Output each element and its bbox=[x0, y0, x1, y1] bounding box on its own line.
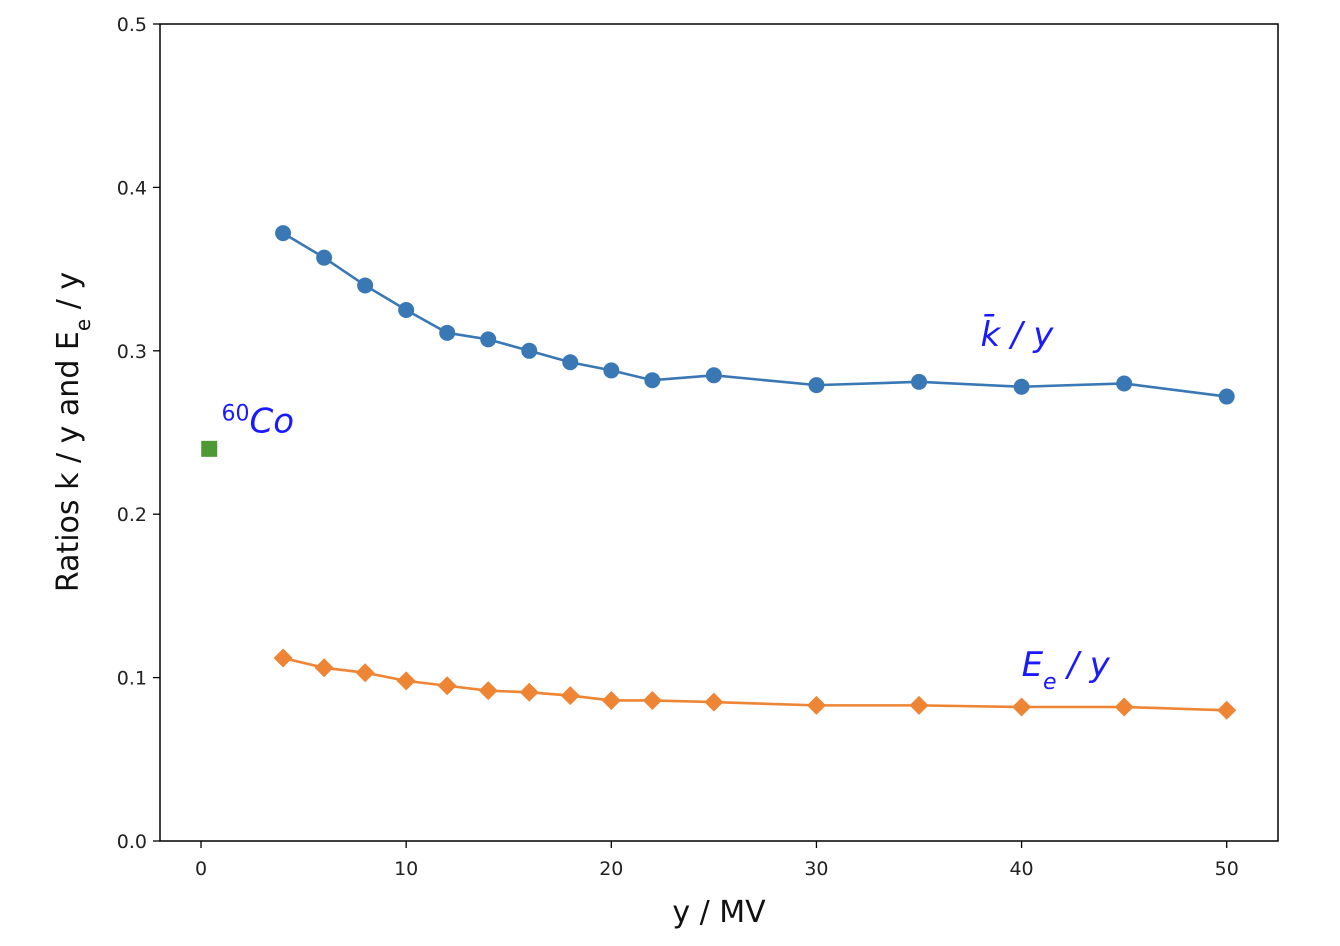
y-tick-label: 0.0 bbox=[117, 831, 147, 853]
x-tick-label: 20 bbox=[599, 858, 623, 880]
x-tick-label: 40 bbox=[1009, 858, 1033, 880]
x-tick-label: 30 bbox=[804, 858, 828, 880]
y-tick-label: 0.3 bbox=[117, 341, 147, 363]
series-layer bbox=[201, 225, 1237, 720]
series-2-point bbox=[201, 440, 218, 457]
series-1-point bbox=[355, 663, 375, 683]
series-1-point bbox=[396, 671, 416, 691]
x-axis-title: y / MV bbox=[672, 895, 766, 930]
x-tick-label: 50 bbox=[1215, 858, 1239, 880]
series-0-point bbox=[1116, 375, 1133, 392]
y-axis: 0.0 0.1 0.2 0.3 0.4 0.5 bbox=[117, 14, 160, 853]
series-0-line bbox=[282, 232, 1227, 398]
x-tick-label: 10 bbox=[394, 858, 418, 880]
series-1-point bbox=[601, 690, 621, 710]
y-tick-label: 0.2 bbox=[117, 504, 147, 526]
series-0-point bbox=[808, 377, 825, 394]
annotation-label-0: k̄ / y bbox=[981, 314, 1055, 355]
y-tick-label: 0.4 bbox=[117, 177, 147, 199]
series-1-point bbox=[560, 686, 580, 706]
x-axis: 0 10 20 30 40 50 bbox=[195, 841, 1239, 880]
series-0-point bbox=[357, 277, 374, 294]
x-tick-label: 0 bbox=[195, 858, 207, 880]
y-axis-title: Ratios k / y and Ee / y bbox=[51, 272, 95, 592]
series-0-point bbox=[603, 362, 620, 379]
annotation-label-1: Ee / y bbox=[1022, 645, 1111, 695]
series-1-point bbox=[519, 682, 539, 702]
series-0-point bbox=[644, 372, 661, 389]
series-0-point bbox=[705, 367, 722, 384]
series-1-point bbox=[642, 690, 662, 710]
series-1-point bbox=[806, 695, 826, 715]
series-0-point bbox=[275, 225, 292, 242]
series-1-point bbox=[704, 692, 724, 712]
series-1-point bbox=[1012, 697, 1032, 717]
series-1-line bbox=[282, 656, 1227, 712]
series-1-point bbox=[437, 676, 457, 696]
series-1-point bbox=[273, 648, 293, 668]
series-0-point bbox=[1218, 388, 1235, 405]
plot-frame bbox=[159, 23, 1279, 842]
series-0-point bbox=[911, 373, 928, 390]
series-0-point bbox=[1013, 378, 1030, 395]
series-1-point bbox=[909, 695, 929, 715]
series-0-point bbox=[316, 249, 333, 266]
y-tick-label: 0.5 bbox=[117, 14, 147, 36]
series-1-point bbox=[314, 658, 334, 678]
series-0-point bbox=[562, 354, 579, 371]
series-1-point bbox=[478, 681, 498, 701]
y-tick-label: 0.1 bbox=[117, 668, 147, 690]
annotation-layer: k̄ / y Ee / y 60Co bbox=[222, 314, 1111, 695]
annotation-label-2: 60Co bbox=[222, 401, 295, 442]
series-0-point bbox=[521, 342, 538, 359]
series-0-point bbox=[398, 301, 415, 318]
series-0-point bbox=[480, 331, 497, 348]
series-1-point bbox=[1217, 700, 1237, 720]
series-1-point bbox=[1114, 697, 1134, 717]
series-0-point bbox=[439, 324, 456, 341]
